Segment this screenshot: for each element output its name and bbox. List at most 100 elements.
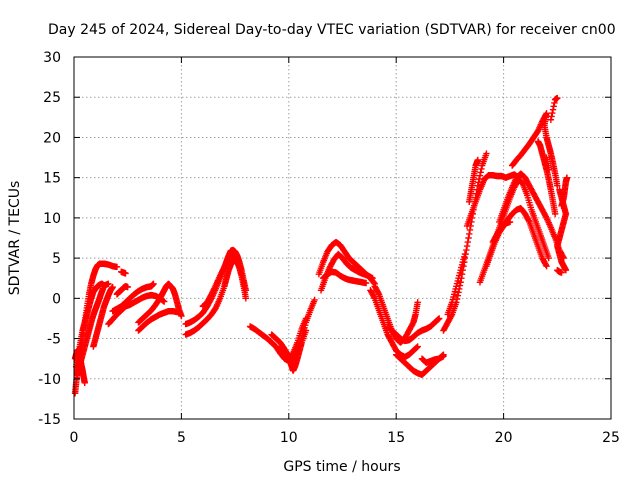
data-point — [311, 296, 318, 304]
data-point — [476, 172, 484, 179]
data-point — [558, 269, 565, 276]
data-point — [99, 285, 107, 292]
series-track-32 — [489, 218, 514, 246]
y-tick-labels: -15 -10 -5 0 5 10 15 20 25 30 — [38, 50, 61, 428]
data-point — [554, 182, 561, 189]
x-tick-label: 15 — [387, 430, 405, 446]
series-track-30 — [476, 176, 552, 286]
series-track-11 — [135, 280, 185, 326]
data-point — [563, 174, 571, 181]
data-point — [242, 287, 250, 294]
y-tick-label: -10 — [38, 372, 61, 388]
data-point — [234, 256, 241, 263]
data-point — [370, 279, 378, 287]
series-track-39 — [547, 94, 561, 123]
series-track-5 — [90, 283, 116, 350]
y-tick-label: 30 — [43, 50, 61, 66]
y-tick-label: -5 — [47, 332, 61, 348]
data-point — [113, 263, 121, 271]
plot-frame — [73, 56, 612, 420]
chart-title: Day 245 of 2024, Sidereal Day-to-day VTE… — [48, 22, 616, 38]
series-track-23 — [384, 315, 443, 345]
y-axis-label: SDTVAR / TECUs — [7, 181, 23, 296]
data-point — [105, 280, 112, 288]
x-tick-label: 20 — [495, 430, 513, 446]
series-track-27 — [444, 250, 469, 318]
data-point — [465, 234, 472, 242]
data-point — [464, 238, 471, 246]
series-track-34 — [508, 110, 561, 189]
data-point — [457, 279, 464, 286]
data-point — [547, 116, 555, 123]
data-point — [545, 166, 552, 173]
x-tick-label: 5 — [177, 430, 186, 446]
data-point — [554, 94, 561, 102]
data-point — [414, 343, 421, 350]
data-point — [549, 106, 557, 113]
data-point — [477, 169, 484, 176]
data-point — [562, 266, 570, 274]
series-track-10 — [135, 308, 181, 334]
series-track-25 — [418, 351, 447, 366]
x-axis-label: GPS time / hours — [283, 459, 400, 475]
data-point — [461, 250, 469, 258]
data-point — [548, 113, 555, 120]
data-point — [448, 312, 455, 319]
y-tick-label: 25 — [43, 90, 61, 106]
x-tick-labels: 0 5 10 15 20 25 — [70, 430, 620, 446]
data-point — [551, 210, 559, 218]
data-point — [466, 230, 473, 238]
series-track-29 — [466, 156, 482, 205]
data-point — [466, 226, 474, 234]
data-point — [370, 293, 378, 301]
data-point — [549, 109, 556, 117]
data-point — [478, 165, 485, 173]
data-point — [454, 292, 461, 299]
data-point — [161, 298, 168, 305]
data-point — [545, 254, 552, 262]
data-point — [542, 261, 550, 269]
data-point — [150, 280, 157, 288]
series-track-8 — [113, 283, 131, 298]
data-point — [440, 351, 447, 358]
data-point — [506, 218, 514, 226]
data-point — [242, 295, 250, 302]
data-point — [525, 217, 532, 224]
data-point — [474, 156, 482, 164]
data-point — [124, 283, 131, 291]
data-point — [483, 150, 490, 157]
data-point — [551, 99, 558, 107]
data-point — [81, 379, 88, 386]
data-point — [463, 246, 470, 254]
y-tick-label: 0 — [52, 291, 61, 307]
data-point — [122, 270, 129, 277]
data-point — [543, 262, 550, 270]
series-track-21 — [367, 287, 421, 361]
data-point — [362, 279, 370, 287]
y-tick-label: 20 — [43, 130, 61, 146]
x-tick-label: 25 — [602, 430, 620, 446]
data-point — [302, 315, 310, 322]
data-point — [369, 275, 376, 282]
series-track-7 — [109, 280, 157, 315]
data-point — [435, 315, 443, 322]
series-track-14 — [199, 253, 241, 310]
series-track-17 — [277, 315, 310, 362]
data-point — [550, 103, 557, 110]
data-point — [375, 289, 382, 297]
y-tick-label: -15 — [38, 412, 61, 428]
chart-grid — [74, 57, 611, 419]
data-point — [109, 283, 116, 291]
data-point — [463, 242, 471, 250]
series-track-9 — [118, 268, 129, 277]
x-tick-label: 0 — [70, 430, 79, 446]
y-tick-label: 10 — [43, 211, 61, 227]
chart-ticks — [73, 56, 612, 420]
series-track-37 — [558, 174, 571, 210]
series-track-20 — [319, 268, 370, 287]
series-track-40 — [543, 154, 552, 173]
y-tick-label: 15 — [43, 171, 61, 187]
chart-marks — [71, 94, 571, 397]
series-track-38 — [554, 266, 565, 276]
